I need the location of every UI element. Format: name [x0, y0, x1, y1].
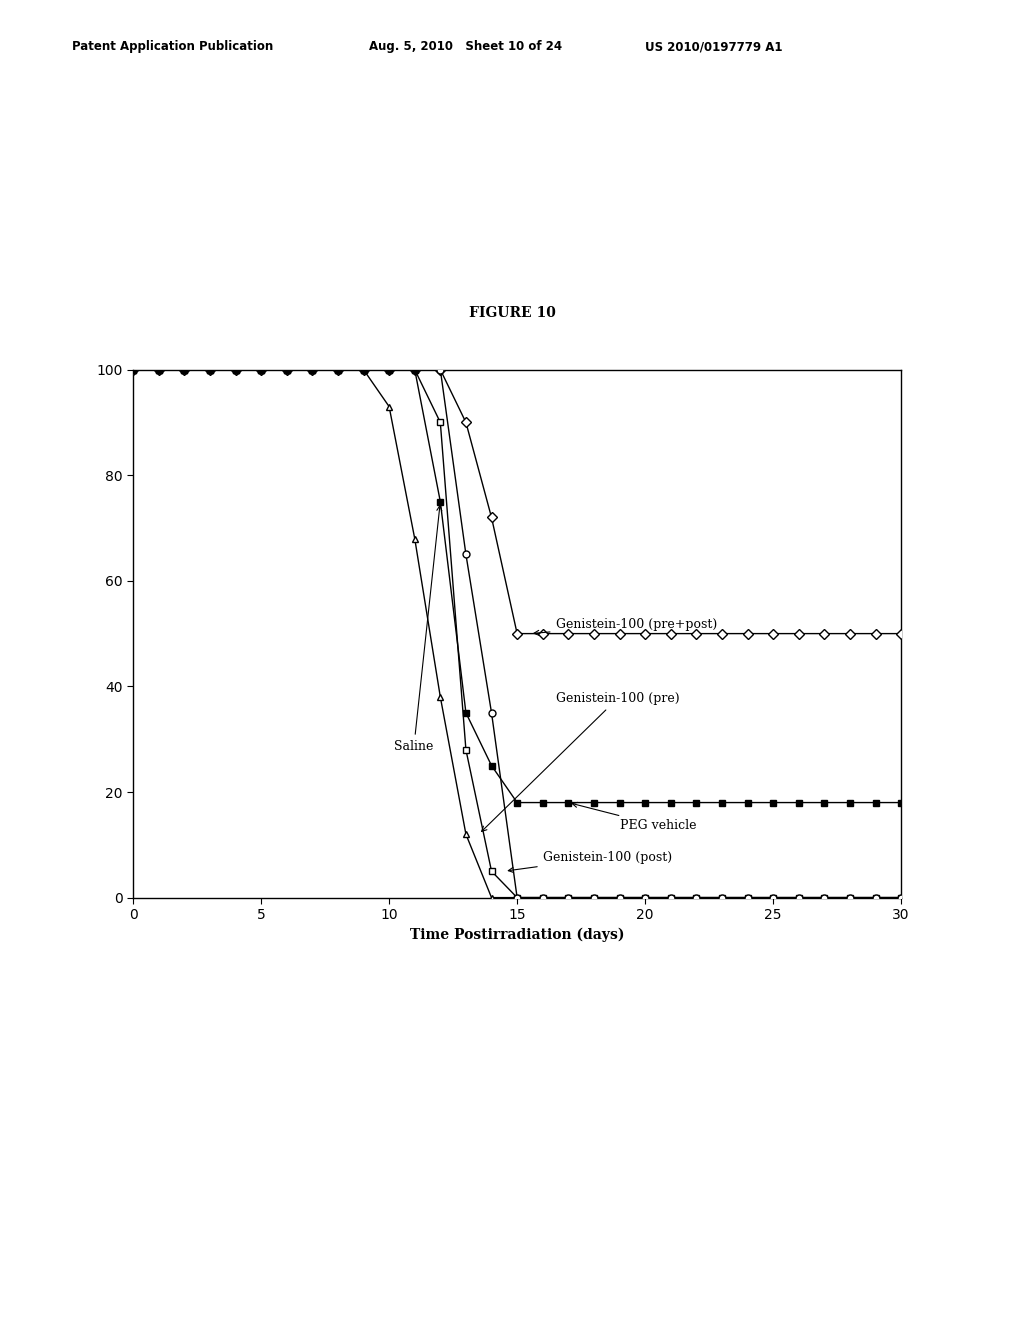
Text: Genistein-100 (pre): Genistein-100 (pre) — [481, 692, 679, 832]
Text: FIGURE 10: FIGURE 10 — [469, 306, 555, 319]
Text: Genistein-100 (pre+post): Genistein-100 (pre+post) — [534, 618, 717, 635]
X-axis label: Time Postirradiation (days): Time Postirradiation (days) — [410, 928, 625, 942]
Text: Aug. 5, 2010   Sheet 10 of 24: Aug. 5, 2010 Sheet 10 of 24 — [369, 40, 562, 53]
Text: Genistein-100 (post): Genistein-100 (post) — [508, 850, 672, 873]
Text: Patent Application Publication: Patent Application Publication — [72, 40, 273, 53]
Text: Saline: Saline — [394, 506, 441, 752]
Text: US 2010/0197779 A1: US 2010/0197779 A1 — [645, 40, 782, 53]
Text: PEG vehicle: PEG vehicle — [572, 803, 696, 832]
